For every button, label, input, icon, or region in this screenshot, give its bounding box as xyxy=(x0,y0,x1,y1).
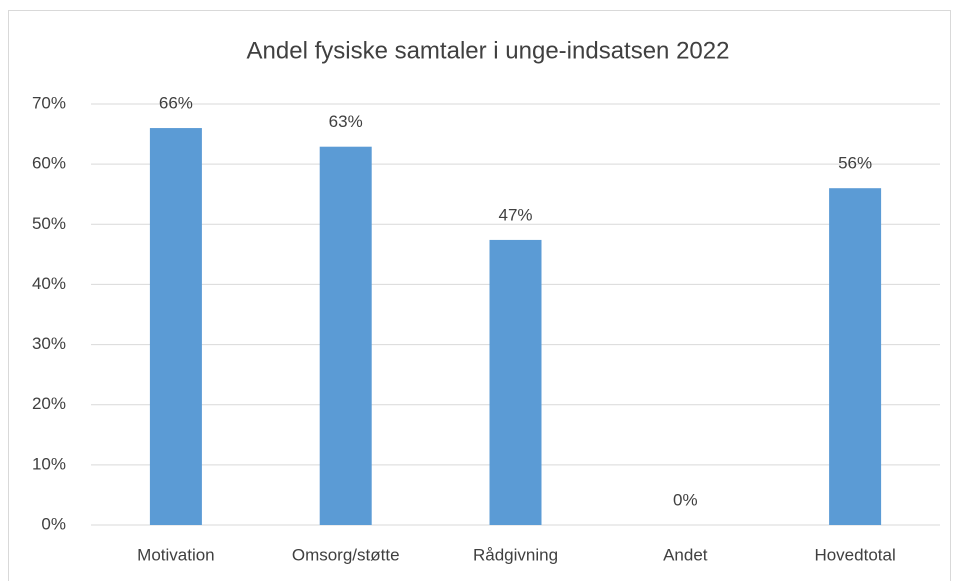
y-tick-label: 30% xyxy=(32,334,66,353)
data-label: 47% xyxy=(498,205,532,224)
data-label: 0% xyxy=(673,490,698,509)
bar xyxy=(489,239,542,525)
y-tick-label: 0% xyxy=(41,514,66,533)
chart-border xyxy=(8,10,951,586)
bar xyxy=(829,188,882,525)
data-label: 66% xyxy=(159,94,193,113)
y-tick-label: 10% xyxy=(32,454,66,473)
y-tick-label: 60% xyxy=(32,154,66,173)
x-tick-label: Hovedtotal xyxy=(814,545,895,564)
y-tick-label: 40% xyxy=(32,274,66,293)
data-label: 63% xyxy=(329,112,363,131)
x-tick-label: Omsorg/støtte xyxy=(292,545,400,564)
x-tick-label: Motivation xyxy=(137,545,214,564)
chart-title: Andel fysiske samtaler i unge-indsatsen … xyxy=(247,37,730,64)
y-tick-label: 20% xyxy=(32,394,66,413)
bar xyxy=(319,146,372,526)
y-tick-label: 70% xyxy=(32,93,66,112)
x-tick-label: Rådgivning xyxy=(473,545,558,564)
bar xyxy=(149,128,202,526)
x-tick-label: Andet xyxy=(663,545,708,564)
data-label: 56% xyxy=(838,154,872,173)
y-tick-label: 50% xyxy=(32,214,66,233)
